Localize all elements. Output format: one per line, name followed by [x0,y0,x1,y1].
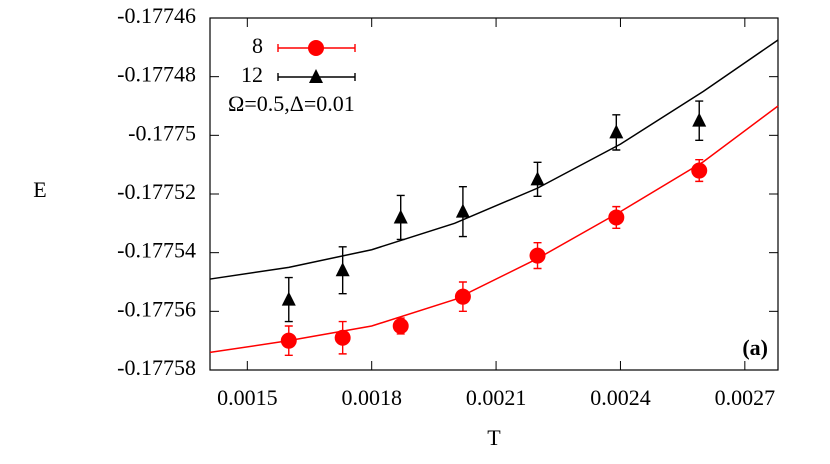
point [529,247,546,264]
point [608,209,625,226]
legend-marker [308,40,324,56]
legend-annotation: Ω=0.5,Δ=0.01 [228,91,355,116]
point [392,318,409,334]
plot-frame [209,17,779,371]
x-tick-label: 0.0021 [466,385,527,410]
y-axis-label: E [33,177,46,202]
y-tick-label: -0.17758 [117,355,196,380]
point [393,209,408,224]
fit-line [209,105,779,354]
y-tick-label: -0.17752 [117,179,196,204]
point [334,329,351,346]
point [692,112,707,127]
fit-line [209,39,779,280]
y-tick-label: -0.17748 [117,62,196,87]
point [454,288,471,305]
point [455,203,470,218]
y-tick-label: -0.1775 [128,120,196,145]
point [281,291,296,306]
x-tick-label: 0.0024 [590,385,651,410]
legend-label: 12 [241,62,263,87]
legend-marker [309,69,323,83]
point [609,124,624,139]
point [280,332,297,349]
y-tick-label: -0.17754 [117,238,196,263]
panel-label: (a) [742,335,768,360]
y-tick-label: -0.17746 [117,3,196,28]
legend-label: 8 [252,33,263,58]
point [335,262,350,277]
x-tick-label: 0.0018 [341,385,402,410]
y-tick-label: -0.17756 [117,296,196,321]
point [691,162,708,179]
x-axis-label: T [487,425,501,450]
x-tick-label: 0.0027 [715,385,776,410]
point [530,171,545,186]
x-tick-label: 0.0015 [217,385,278,410]
